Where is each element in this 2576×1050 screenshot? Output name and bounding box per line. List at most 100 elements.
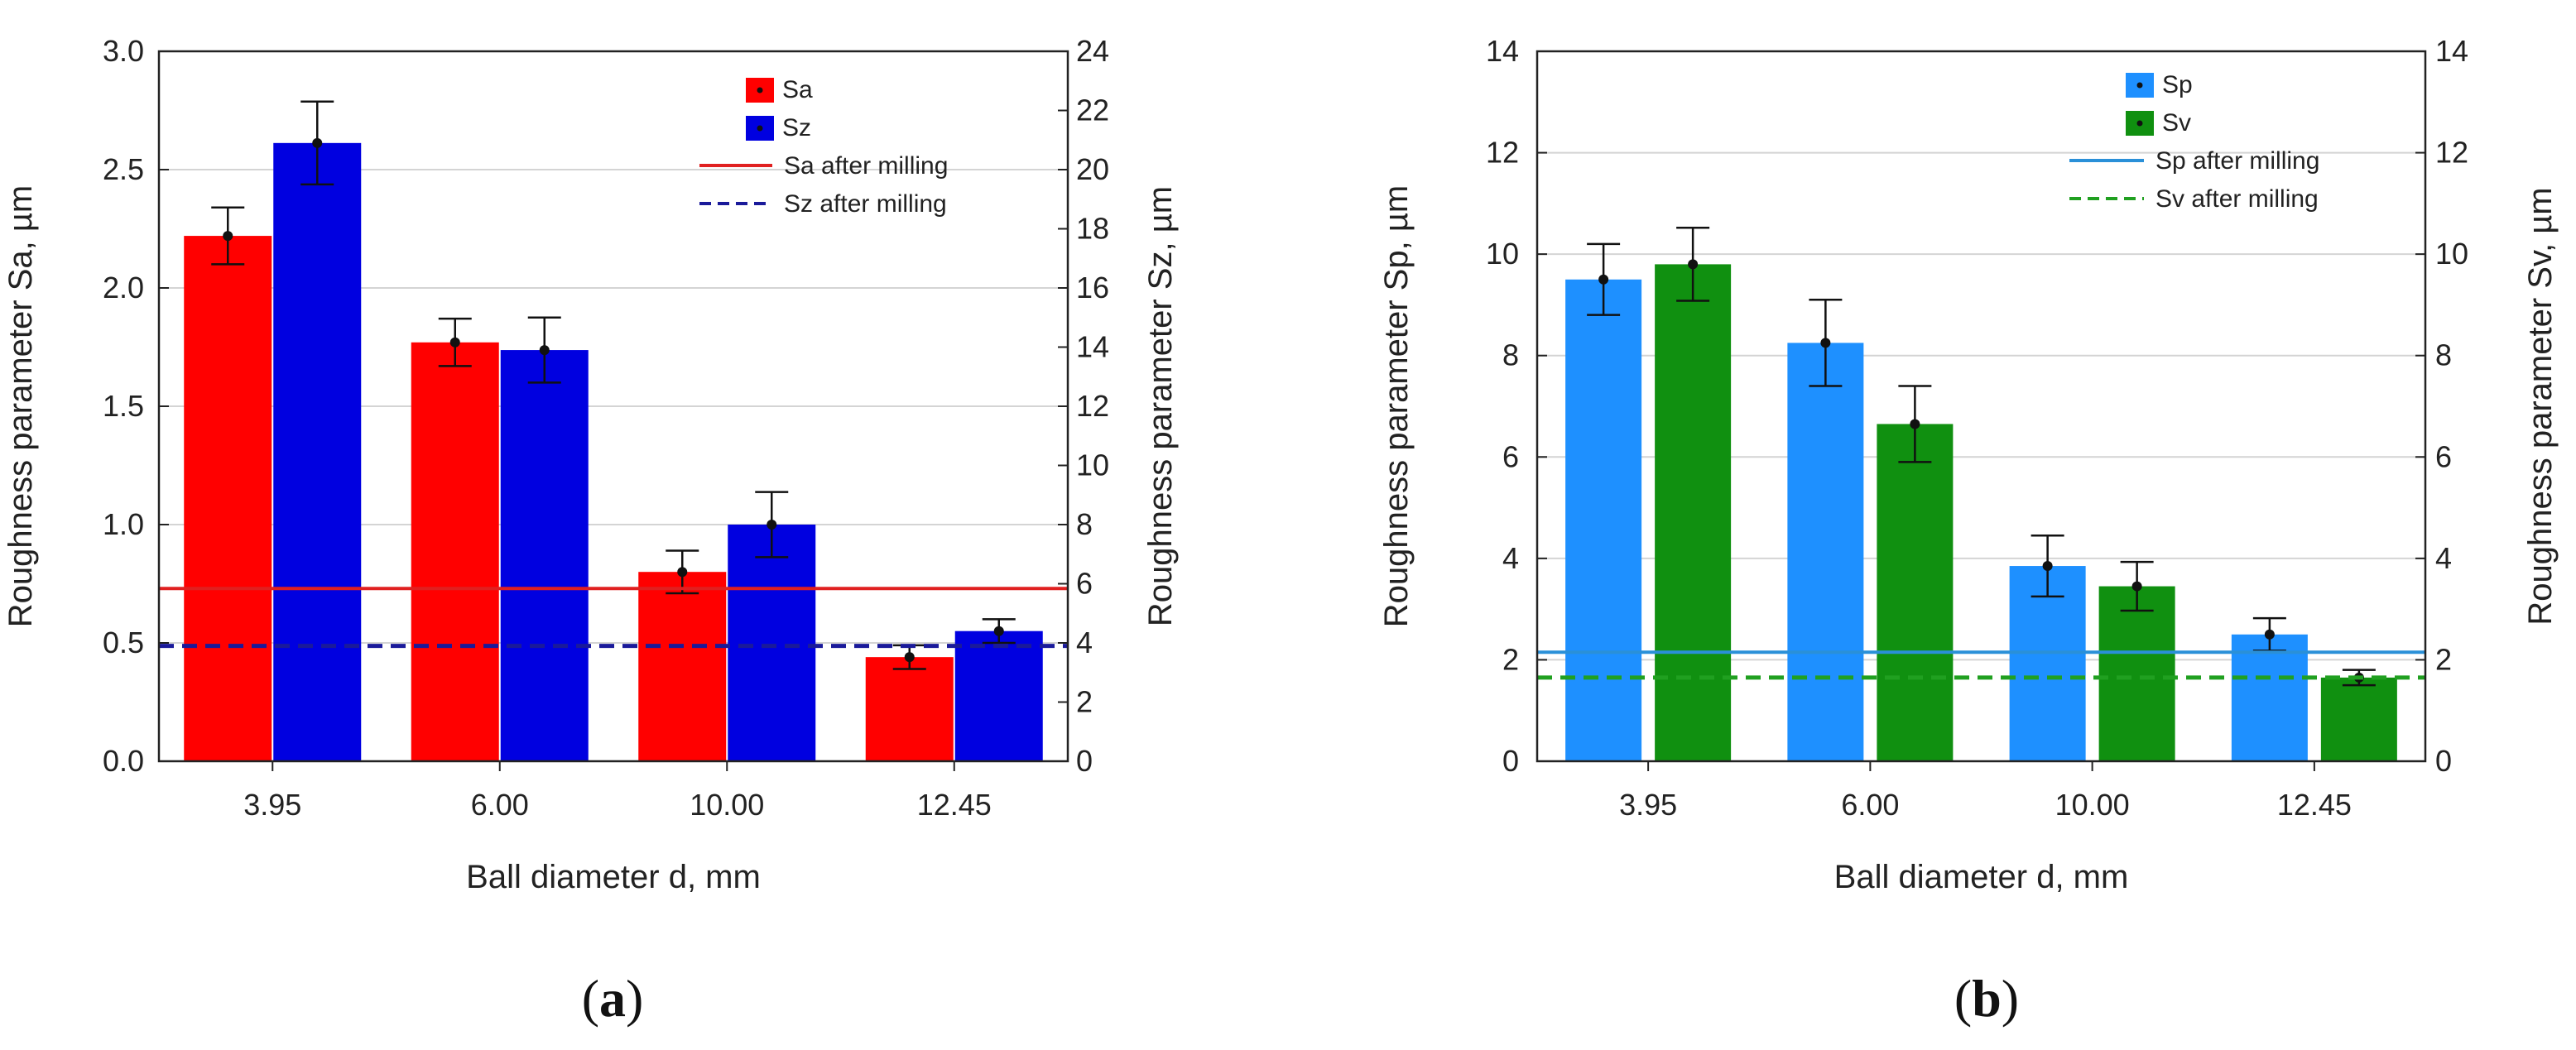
legend-swatch-dot	[2136, 82, 2143, 89]
right-tick-label: 10	[1076, 448, 1109, 482]
right-tick-label: 12	[1076, 389, 1109, 423]
bar-sz-1	[500, 350, 589, 761]
left-tick-label: 4	[1502, 541, 1519, 575]
x-tick-label: 6.00	[471, 788, 529, 822]
left-tick-label: 2.0	[103, 271, 144, 304]
left-tick-label: 1.0	[103, 507, 144, 541]
bar-sz-0	[273, 142, 362, 761]
right-tick-label: 0	[2435, 744, 2452, 778]
mean-point-sp-0	[1598, 274, 1609, 285]
right-tick-label: 6	[2435, 439, 2452, 473]
bar-sp-2	[2009, 566, 2086, 761]
plot-frame	[1536, 50, 2427, 763]
left-tick-label: 2	[1502, 642, 1519, 676]
mean-point-sp-2	[2042, 561, 2053, 572]
legend-swatch-dot	[2136, 120, 2143, 127]
legend-swatch-dot	[757, 125, 763, 132]
right-tick-label: 14	[2435, 34, 2468, 68]
mean-point-sz-3	[993, 626, 1004, 636]
right-tick-label: 4	[1076, 626, 1093, 659]
bar-sv-1	[1877, 424, 1954, 761]
bar-sp-1	[1787, 343, 1864, 761]
bar-sz-3	[954, 630, 1043, 761]
legend: Sa Sz Sa after milling Sz after milling	[699, 76, 948, 218]
legend-swatch-dot	[757, 87, 763, 93]
right-tick-label: 0	[1076, 744, 1093, 778]
x-axis-label: Ball diameter d, mm	[1834, 859, 2129, 895]
bar-sv-2	[2098, 586, 2175, 761]
legend-label-sz: Sz	[782, 114, 811, 141]
mean-point-sp-3	[2264, 629, 2275, 640]
legend-label-sv: Sv	[2162, 109, 2191, 137]
chart-panel-b: 0 2 4 6 8 10 12 14 0 2 4 6 8 10 12 14 3.95 6.00 10.00 12.45…	[1378, 34, 2559, 1028]
right-tick-label: 24	[1076, 34, 1109, 68]
y-axis-label-left: Roughness parameter Sa, µm	[2, 185, 39, 627]
mean-point-sa-1	[449, 337, 460, 348]
bar-sa-1	[411, 342, 499, 761]
x-tick-label: 10.00	[2055, 788, 2130, 822]
mean-point-sa-0	[223, 231, 233, 242]
bar-sp-3	[2231, 634, 2308, 761]
right-tick-label: 8	[1076, 507, 1093, 541]
mean-point-sv-0	[1688, 259, 1699, 270]
left-tick-label: 8	[1502, 338, 1519, 372]
left-tick-label: 0.0	[103, 744, 144, 778]
x-axis-label: Ball diameter d, mm	[466, 859, 761, 895]
left-tick-label: 12	[1486, 136, 1519, 170]
legend-label-sp: Sp	[2162, 71, 2193, 98]
y-axis-label-right: Roughness parameter Sv, µm	[2522, 187, 2559, 625]
legend-label-sa: Sa	[782, 76, 813, 103]
bar-sa-3	[865, 657, 954, 761]
panel-label: (a)	[582, 969, 644, 1028]
x-tick-label: 10.00	[690, 788, 764, 822]
legend-label-sp-after-milling: Sp after milling	[2155, 147, 2319, 175]
bar-sz-2	[728, 525, 816, 761]
left-tick-label: 1.5	[103, 389, 144, 423]
right-tick-label: 14	[1076, 330, 1109, 364]
left-tick-label: 14	[1486, 34, 1519, 68]
mean-point-sa-2	[677, 567, 688, 578]
x-tick-label: 12.45	[917, 788, 992, 822]
bar-sv-0	[1655, 264, 1732, 761]
right-tick-label: 6	[1076, 567, 1093, 601]
y-axis-label-left: Roughness parameter Sp, µm	[1378, 185, 1415, 627]
mean-point-sz-1	[539, 345, 550, 356]
right-tick-label: 22	[1076, 93, 1109, 127]
legend: Sp Sv Sp after milling Sv after milling	[2069, 71, 2319, 213]
bar-sp-0	[1565, 279, 1642, 761]
y-axis-label-right: Roughness parameter Sz, µm	[1142, 186, 1179, 626]
panel-label: (b)	[1954, 969, 2019, 1028]
left-tick-label: 6	[1502, 439, 1519, 473]
right-tick-label: 12	[2435, 136, 2468, 170]
left-tick-label: 2.5	[103, 152, 144, 186]
legend-label-sv-after-milling: Sv after milling	[2155, 185, 2319, 213]
mean-point-sp-1	[1820, 338, 1831, 348]
legend-label-sz-after-milling: Sz after milling	[784, 190, 947, 218]
left-tick-label: 0.5	[103, 626, 144, 659]
mean-point-sv-2	[2131, 581, 2142, 592]
bar-sv-3	[2320, 677, 2397, 761]
right-tick-label: 10	[2435, 237, 2468, 271]
x-tick-label: 12.45	[2277, 788, 2352, 822]
chart-panel-a: 0.00.51.01.52.02.53.00246810121416182022…	[2, 34, 1179, 1028]
right-tick-label: 4	[2435, 541, 2452, 575]
legend-label-sa-after-milling: Sa after milling	[784, 152, 948, 180]
right-tick-label: 2	[2435, 642, 2452, 676]
x-tick-label: 3.95	[243, 788, 301, 822]
right-tick-label: 16	[1076, 271, 1109, 304]
mean-point-sz-2	[767, 520, 777, 530]
left-tick-label: 3.0	[103, 34, 144, 68]
mean-point-sv-1	[1910, 419, 1920, 429]
right-tick-label: 18	[1076, 212, 1109, 246]
left-tick-label: 10	[1486, 237, 1519, 271]
mean-point-sa-3	[904, 652, 915, 663]
x-tick-label: 3.95	[1619, 788, 1677, 822]
bar-sa-2	[638, 572, 727, 761]
right-tick-label: 8	[2435, 338, 2452, 372]
right-tick-label: 2	[1076, 685, 1093, 719]
bar-sa-0	[184, 236, 272, 762]
right-tick-label: 20	[1076, 152, 1109, 186]
x-tick-label: 6.00	[1841, 788, 1899, 822]
left-tick-label: 0	[1502, 744, 1519, 778]
